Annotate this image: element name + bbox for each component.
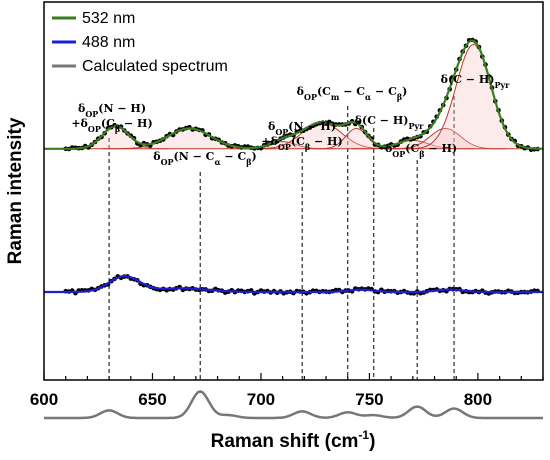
x-axis-title: Raman shift (cm-1) bbox=[211, 428, 376, 452]
svg-text:δOP(N − H): δOP(N − H) bbox=[78, 102, 146, 119]
legend-label: 532 nm bbox=[82, 10, 135, 27]
fit-component-curve bbox=[384, 127, 507, 150]
svg-text:δ(C − H)Pyr: δ(C − H)Pyr bbox=[441, 73, 510, 90]
svg-text:+δOP(Cβ − H): +δOP(Cβ − H) bbox=[261, 135, 342, 152]
x-tick-label: 650 bbox=[138, 390, 166, 409]
x-tick-label: 600 bbox=[30, 390, 58, 409]
fit-component-fill bbox=[243, 122, 400, 149]
fit-component-fill bbox=[384, 128, 507, 149]
svg-text:+δOP(Cβ − H): +δOP(Cβ − H) bbox=[71, 117, 152, 134]
svg-text:δOP(N − H): δOP(N − H) bbox=[268, 120, 336, 137]
svg-text:δOP(Cm − Cα − Cβ): δOP(Cm − Cα − Cβ) bbox=[297, 85, 408, 102]
legend-label: Calculated spectrum bbox=[82, 58, 228, 75]
peak-annotation: δ(C − H)Pyr bbox=[441, 73, 510, 90]
annotations-layer: δOP(N − H)+δOP(Cβ − H)δOP(N − Cα − Cβ)δO… bbox=[71, 73, 510, 167]
svg-text:δ(C − H)Pyr: δ(C − H)Pyr bbox=[355, 114, 424, 131]
series-line bbox=[44, 390, 543, 420]
fit-component-fill bbox=[63, 126, 168, 149]
legend-label: 488 nm bbox=[82, 34, 135, 51]
fit-component-fill bbox=[313, 128, 400, 149]
x-ticks-layer: 600 650 700 750 800 bbox=[30, 373, 544, 409]
reference-lines-layer bbox=[108, 96, 455, 380]
fit-component-fill bbox=[352, 140, 474, 149]
svg-text:δOP(N − Cα − Cβ): δOP(N − Cα − Cβ) bbox=[153, 150, 257, 167]
peak-annotation: δOP(N − H)+δOP(Cβ − H) bbox=[261, 120, 342, 152]
fit-component-fill bbox=[102, 128, 277, 149]
peak-annotation: δ(C − H)Pyr bbox=[355, 114, 424, 131]
peak-annotation: δOP(N − H)+δOP(Cβ − H) bbox=[71, 102, 152, 134]
peak-annotation: δOP(Cβ − H) bbox=[385, 142, 457, 159]
series-line bbox=[44, 274, 543, 294]
plot-frame bbox=[43, 1, 544, 381]
x-tick-label: 700 bbox=[247, 390, 275, 409]
peak-annotation: δOP(Cm − Cα − Cβ) bbox=[297, 85, 408, 102]
x-tick-label: 750 bbox=[355, 390, 383, 409]
peak-annotation: δOP(N − Cα − Cβ) bbox=[153, 150, 257, 167]
series-line bbox=[44, 39, 544, 150]
x-tick-label: 800 bbox=[464, 390, 492, 409]
svg-text:δOP(Cβ − H): δOP(Cβ − H) bbox=[385, 142, 457, 159]
fit-component-fill bbox=[404, 44, 543, 149]
spectra-layer bbox=[44, 37, 544, 420]
legend: 532 nm 488 nm Calculated spectrum bbox=[52, 10, 228, 75]
y-axis-title: Raman intensity bbox=[5, 117, 26, 264]
